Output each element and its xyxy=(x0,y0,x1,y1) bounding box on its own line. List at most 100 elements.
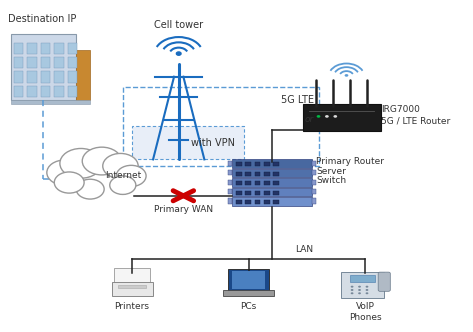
FancyBboxPatch shape xyxy=(54,42,64,54)
FancyBboxPatch shape xyxy=(27,57,37,68)
FancyBboxPatch shape xyxy=(342,273,384,297)
FancyBboxPatch shape xyxy=(41,86,50,97)
Text: Printers: Printers xyxy=(114,302,149,311)
FancyBboxPatch shape xyxy=(232,169,312,177)
FancyBboxPatch shape xyxy=(378,272,390,291)
FancyBboxPatch shape xyxy=(41,42,50,54)
FancyBboxPatch shape xyxy=(303,104,380,130)
FancyBboxPatch shape xyxy=(232,272,265,289)
Circle shape xyxy=(358,292,361,294)
FancyBboxPatch shape xyxy=(264,200,270,204)
Circle shape xyxy=(350,292,353,294)
Circle shape xyxy=(358,289,361,291)
FancyBboxPatch shape xyxy=(254,191,260,195)
Circle shape xyxy=(76,179,104,199)
FancyBboxPatch shape xyxy=(236,191,242,195)
FancyBboxPatch shape xyxy=(245,172,251,176)
FancyBboxPatch shape xyxy=(132,126,244,159)
FancyBboxPatch shape xyxy=(236,172,242,176)
Circle shape xyxy=(350,286,353,288)
FancyBboxPatch shape xyxy=(273,181,279,185)
FancyBboxPatch shape xyxy=(54,86,64,97)
FancyBboxPatch shape xyxy=(68,42,78,54)
FancyBboxPatch shape xyxy=(232,188,312,196)
Text: Cell tower: Cell tower xyxy=(154,21,203,31)
FancyBboxPatch shape xyxy=(232,178,312,187)
Text: 5G LTE: 5G LTE xyxy=(281,95,314,105)
FancyBboxPatch shape xyxy=(245,200,251,204)
Text: PCs: PCs xyxy=(240,302,257,311)
FancyBboxPatch shape xyxy=(114,269,150,285)
FancyBboxPatch shape xyxy=(54,57,64,68)
FancyBboxPatch shape xyxy=(223,290,274,295)
FancyBboxPatch shape xyxy=(236,200,242,204)
FancyBboxPatch shape xyxy=(14,42,23,54)
Circle shape xyxy=(366,289,368,291)
FancyBboxPatch shape xyxy=(236,162,242,166)
FancyBboxPatch shape xyxy=(68,86,78,97)
Circle shape xyxy=(350,289,353,291)
Circle shape xyxy=(345,74,348,77)
FancyBboxPatch shape xyxy=(245,191,251,195)
FancyBboxPatch shape xyxy=(245,181,251,185)
FancyBboxPatch shape xyxy=(228,189,232,194)
FancyBboxPatch shape xyxy=(27,42,37,54)
FancyBboxPatch shape xyxy=(312,199,316,204)
FancyBboxPatch shape xyxy=(41,57,50,68)
Circle shape xyxy=(366,286,368,288)
FancyBboxPatch shape xyxy=(350,275,376,283)
FancyBboxPatch shape xyxy=(273,162,279,166)
Text: Destination IP: Destination IP xyxy=(9,14,77,24)
FancyBboxPatch shape xyxy=(228,180,232,185)
FancyBboxPatch shape xyxy=(232,159,312,168)
FancyBboxPatch shape xyxy=(254,172,260,176)
FancyBboxPatch shape xyxy=(11,34,76,100)
FancyBboxPatch shape xyxy=(254,162,260,166)
FancyBboxPatch shape xyxy=(312,170,316,175)
Text: Internet: Internet xyxy=(105,171,141,180)
Circle shape xyxy=(176,52,181,55)
FancyBboxPatch shape xyxy=(41,71,50,83)
FancyBboxPatch shape xyxy=(264,181,270,185)
FancyBboxPatch shape xyxy=(228,199,232,204)
FancyBboxPatch shape xyxy=(68,57,78,68)
FancyBboxPatch shape xyxy=(312,189,316,194)
FancyBboxPatch shape xyxy=(254,181,260,185)
FancyBboxPatch shape xyxy=(312,161,316,166)
Text: Switch: Switch xyxy=(316,176,346,185)
FancyBboxPatch shape xyxy=(273,172,279,176)
Text: Primary Router: Primary Router xyxy=(316,157,384,166)
Circle shape xyxy=(316,115,320,118)
FancyBboxPatch shape xyxy=(228,269,269,291)
FancyBboxPatch shape xyxy=(112,282,153,296)
Circle shape xyxy=(116,165,146,187)
Text: Server: Server xyxy=(316,167,346,176)
Circle shape xyxy=(110,176,136,195)
Text: VoIP
Phones: VoIP Phones xyxy=(349,302,381,322)
Circle shape xyxy=(54,172,84,193)
FancyBboxPatch shape xyxy=(118,285,146,288)
FancyBboxPatch shape xyxy=(54,71,64,83)
FancyBboxPatch shape xyxy=(228,161,232,166)
Circle shape xyxy=(47,160,82,185)
Circle shape xyxy=(358,286,361,288)
FancyBboxPatch shape xyxy=(14,57,23,68)
Text: 5G / LTE Router: 5G / LTE Router xyxy=(381,117,451,126)
Circle shape xyxy=(333,115,337,118)
FancyBboxPatch shape xyxy=(312,180,316,185)
FancyBboxPatch shape xyxy=(254,200,260,204)
FancyBboxPatch shape xyxy=(228,170,232,175)
Text: or: or xyxy=(305,115,314,124)
FancyBboxPatch shape xyxy=(264,191,270,195)
Circle shape xyxy=(82,147,122,175)
FancyBboxPatch shape xyxy=(273,191,279,195)
Circle shape xyxy=(325,115,329,118)
FancyBboxPatch shape xyxy=(11,100,90,104)
FancyBboxPatch shape xyxy=(236,181,242,185)
Circle shape xyxy=(60,148,102,178)
FancyBboxPatch shape xyxy=(232,197,312,206)
FancyBboxPatch shape xyxy=(68,71,78,83)
FancyBboxPatch shape xyxy=(245,162,251,166)
FancyBboxPatch shape xyxy=(76,50,90,100)
Text: LAN: LAN xyxy=(295,245,313,254)
